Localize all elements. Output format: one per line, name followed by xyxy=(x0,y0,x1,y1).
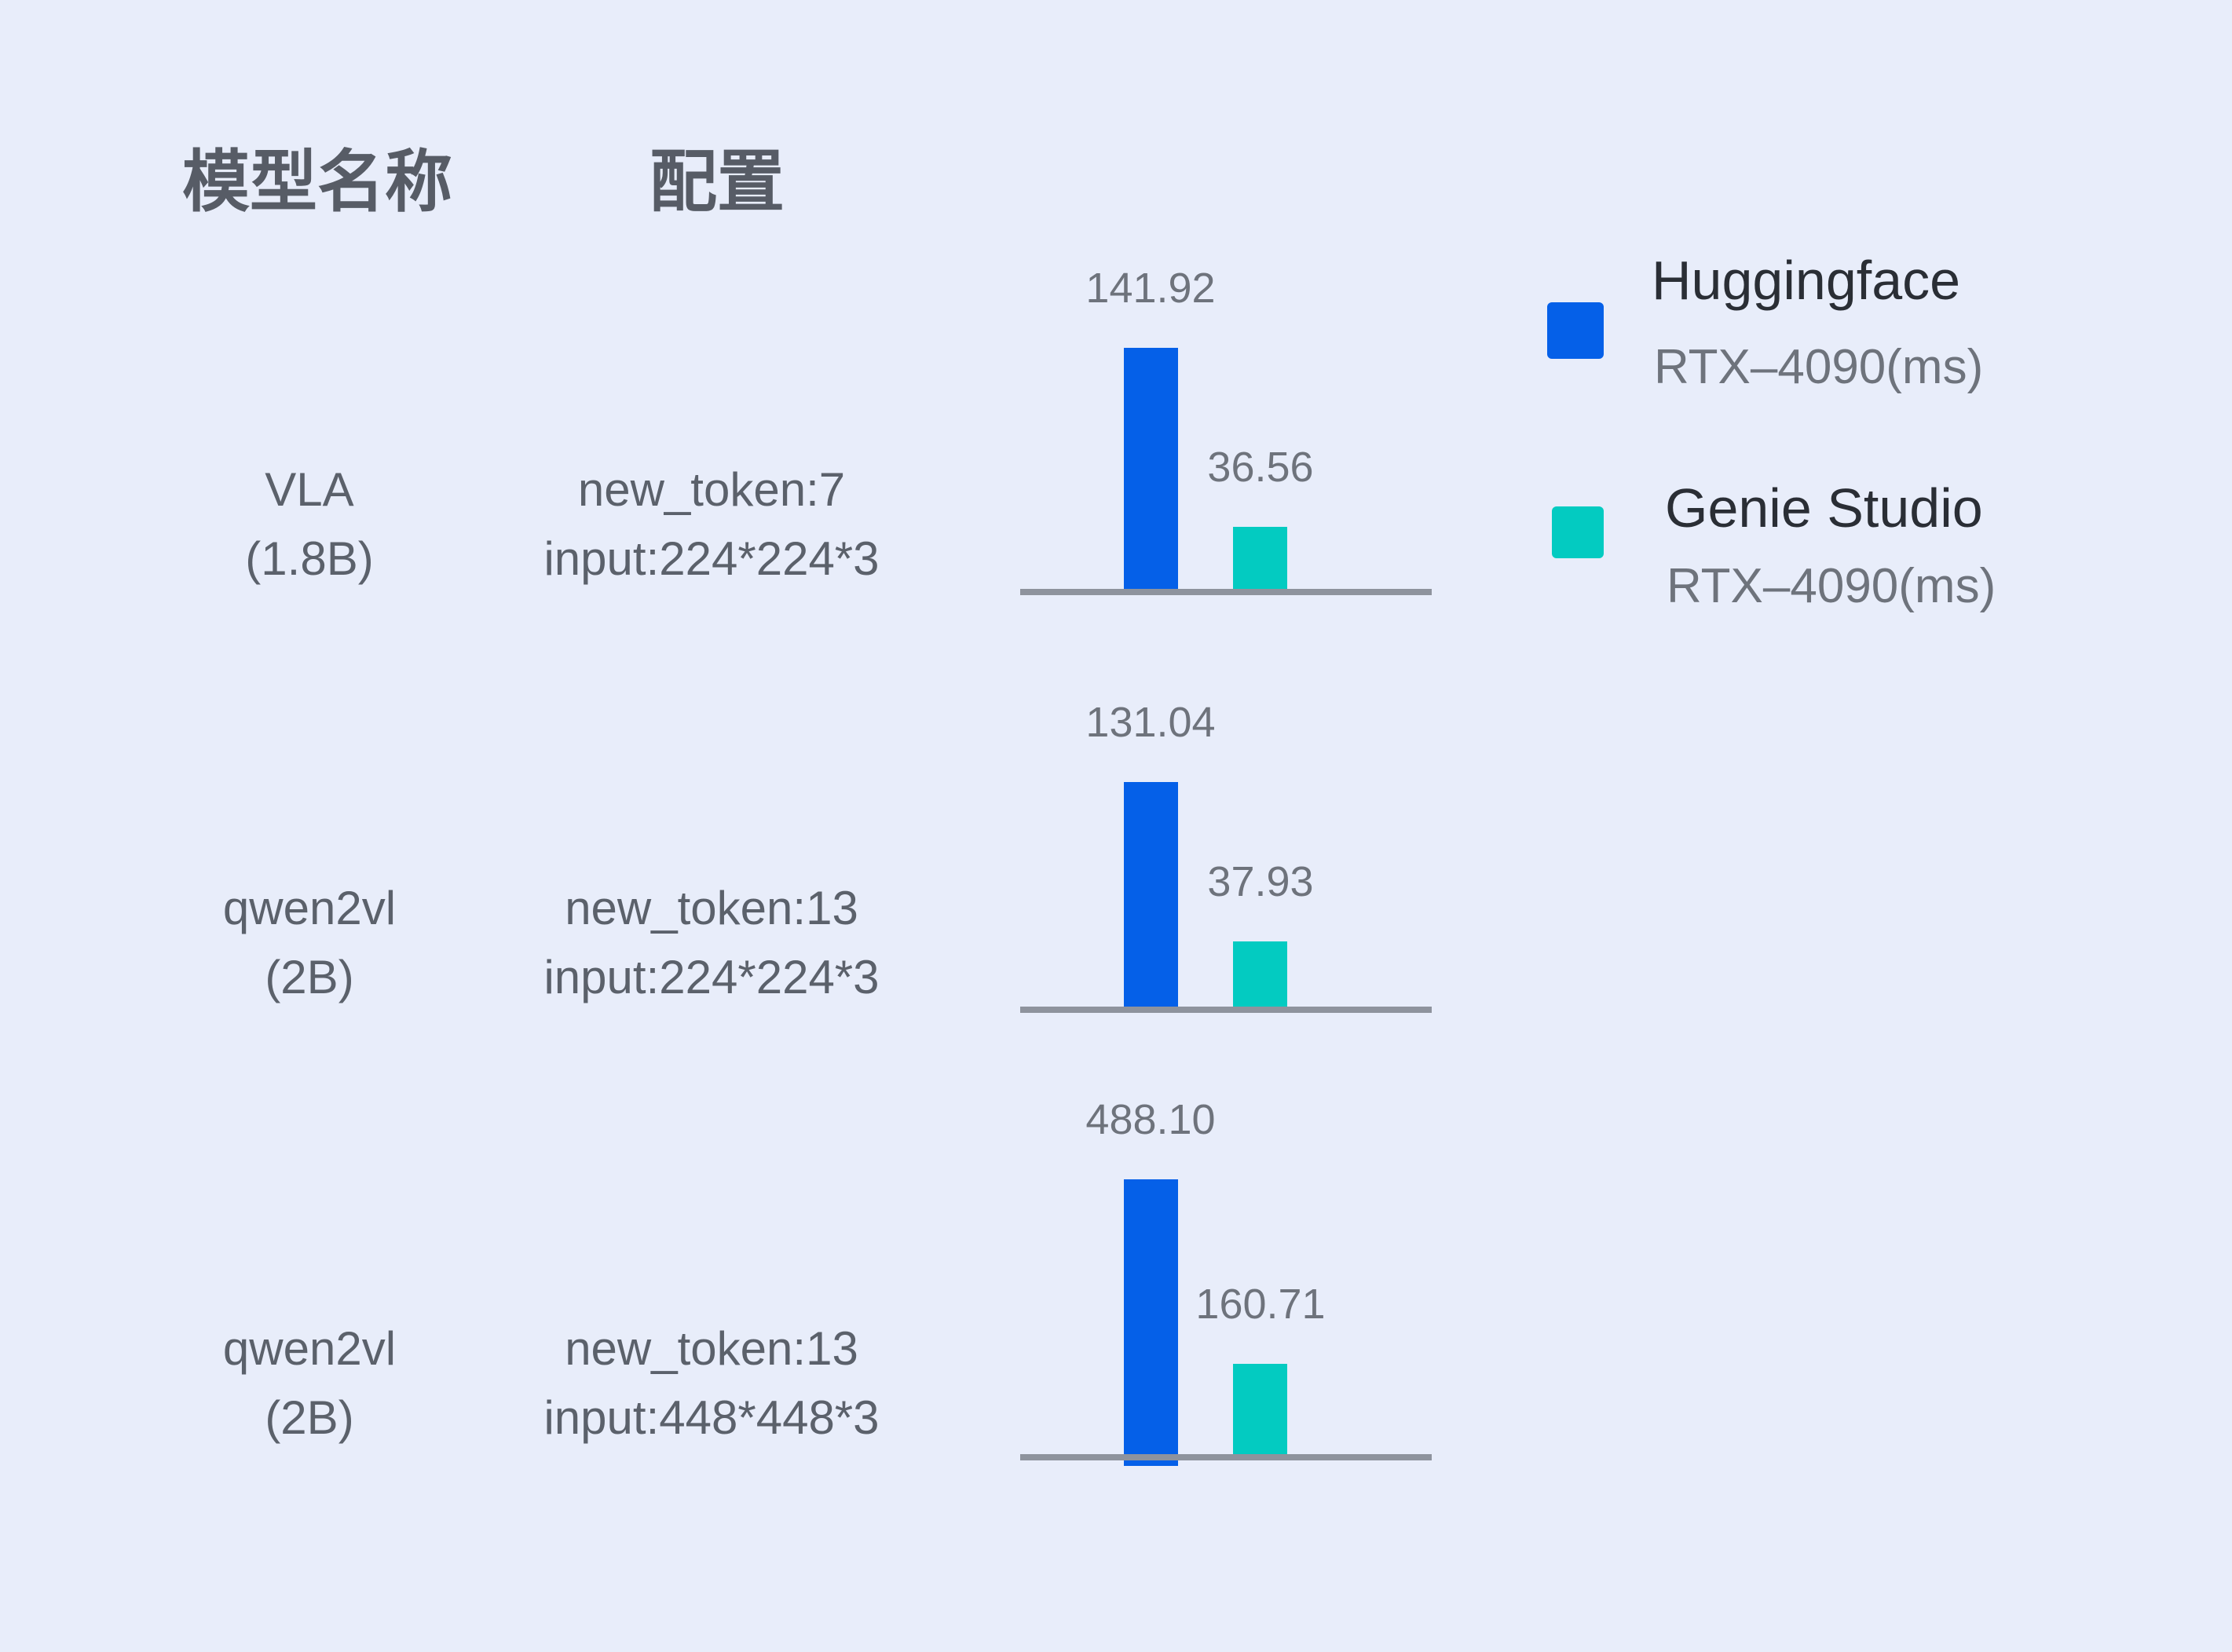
genie-studio-bar xyxy=(1233,527,1287,589)
huggingface-bar xyxy=(1124,782,1178,1007)
legend-item-genie-studio: Genie Studio xyxy=(1665,477,1983,539)
model-name-line2: (2B) xyxy=(265,951,354,1003)
huggingface-value-label: 488.10 xyxy=(1085,1096,1216,1143)
model-name-line1: qwen2vl xyxy=(222,1322,397,1375)
legend-item-huggingface: Huggingface xyxy=(1652,250,1961,311)
genie-studio-value-label: 160.71 xyxy=(1195,1281,1326,1328)
config-line2: input:224*224*3 xyxy=(543,532,880,585)
config-line1: new_token:13 xyxy=(565,882,858,934)
model-name-cell: VLA (1.8B) xyxy=(245,455,373,594)
genie-studio-value-label: 36.56 xyxy=(1207,444,1314,491)
bar-chart-row-1: 141.92 36.56 xyxy=(1020,251,1432,601)
config-cell: new_token:7 input:224*224*3 xyxy=(543,455,879,594)
config-line1: new_token:13 xyxy=(565,1322,858,1375)
legend-item-huggingface-sub: RTX–4090(ms) xyxy=(1654,340,1984,394)
config-line2: input:224*224*3 xyxy=(543,951,880,1003)
axis-line xyxy=(1020,1007,1432,1013)
bar-chart-row-2: 131.04 37.93 xyxy=(1020,669,1432,1019)
model-name-line2: (2B) xyxy=(265,1391,354,1444)
model-name-line1: VLA xyxy=(265,463,354,516)
model-name-line2: (1.8B) xyxy=(245,532,374,585)
column-header-config: 配置 xyxy=(649,144,785,220)
legend-item-genie-studio-sub: RTX–4090(ms) xyxy=(1667,559,1996,613)
genie-studio-swatch-icon xyxy=(1552,506,1604,558)
config-line2: input:448*448*3 xyxy=(543,1391,880,1444)
model-name-cell: qwen2vl (2B) xyxy=(223,874,396,1012)
genie-studio-bar xyxy=(1233,941,1287,1007)
model-name-line1: qwen2vl xyxy=(222,882,397,934)
axis-line xyxy=(1020,589,1432,595)
genie-studio-bar xyxy=(1233,1364,1287,1454)
huggingface-value-label: 131.04 xyxy=(1085,699,1216,746)
config-cell: new_token:13 input:224*224*3 xyxy=(543,874,879,1012)
huggingface-bar xyxy=(1124,1179,1178,1466)
bar-chart-row-3: 488.10 160.71 xyxy=(1020,1098,1432,1467)
axis-line xyxy=(1020,1454,1432,1460)
config-cell: new_token:13 input:448*448*3 xyxy=(543,1314,879,1453)
huggingface-bar xyxy=(1124,348,1178,589)
huggingface-value-label: 141.92 xyxy=(1085,265,1216,312)
genie-studio-value-label: 37.93 xyxy=(1207,858,1314,905)
huggingface-swatch-icon xyxy=(1547,302,1604,359)
config-line1: new_token:7 xyxy=(577,463,846,516)
column-header-model-name: 模型名称 xyxy=(182,144,452,220)
model-name-cell: qwen2vl (2B) xyxy=(223,1314,396,1453)
